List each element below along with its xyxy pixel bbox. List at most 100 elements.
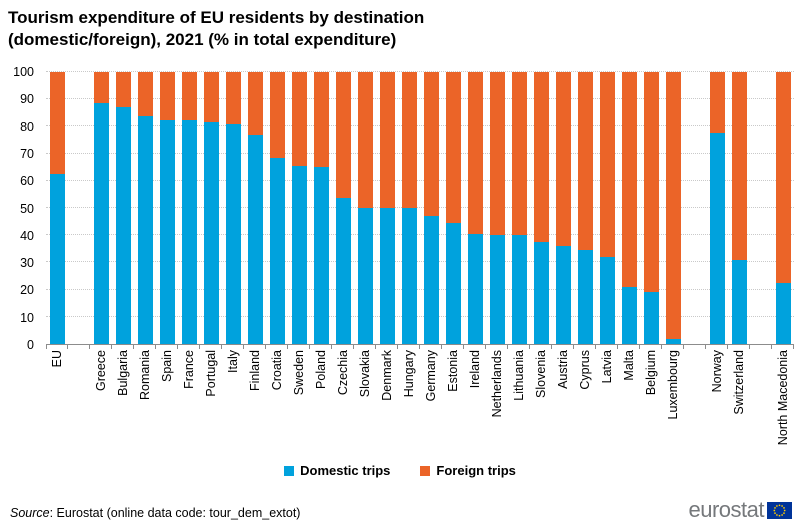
bar-column-latvia: Latvia <box>596 72 618 383</box>
bar-czechia <box>335 72 351 344</box>
y-axis-tick-label: 40 <box>20 228 34 243</box>
x-axis-label-italy: Italy <box>226 350 240 373</box>
bar-column-slovakia: Slovakia <box>354 72 376 397</box>
x-axis-label-germany: Germany <box>424 350 438 402</box>
bar-segment-slovenia-domestic-trips <box>533 242 549 344</box>
bar-segment-estonia-foreign-trips <box>445 72 461 223</box>
bar-column-norway: Norway <box>706 72 728 392</box>
group-gap <box>68 72 90 349</box>
group-gap <box>750 72 772 349</box>
bar-segment-slovenia-foreign-trips <box>533 72 549 242</box>
x-axis-label-austria: Austria <box>556 350 570 389</box>
bar-segment-malta-foreign-trips <box>621 72 637 287</box>
bar-segment-romania-domestic-trips <box>137 115 153 344</box>
bar-segment-netherlands-domestic-trips <box>489 235 505 344</box>
bar-column-sweden: Sweden <box>288 72 310 395</box>
bar-bulgaria <box>115 72 131 344</box>
bar-segment-ireland-foreign-trips <box>467 72 483 234</box>
bar-norway <box>709 72 725 344</box>
gridline-70 <box>46 152 794 154</box>
legend-label: Domestic trips <box>300 463 391 478</box>
bar-column-romania: Romania <box>134 72 156 400</box>
bar-segment-malta-domestic-trips <box>621 286 637 344</box>
bar-belgium <box>643 72 659 344</box>
bar-column-slovenia: Slovenia <box>530 72 552 398</box>
bar-column-switzerland: Switzerland <box>728 72 750 415</box>
bar-column-croatia: Croatia <box>266 72 288 390</box>
bar-column-north-macedonia: North Macedonia <box>772 72 794 445</box>
bar-eu <box>49 72 65 344</box>
x-axis-label-slovakia: Slovakia <box>358 350 372 398</box>
gridline-50 <box>46 207 794 208</box>
bar-segment-latvia-foreign-trips <box>599 72 615 257</box>
bar-segment-germany-domestic-trips <box>423 216 439 344</box>
bar-segment-czechia-domestic-trips <box>335 198 351 344</box>
x-axis-label-belgium: Belgium <box>644 350 658 396</box>
y-axis-tick-label: 90 <box>20 92 34 107</box>
bar-segment-croatia-foreign-trips <box>269 72 285 158</box>
legend-item-foreign-trips: Foreign trips <box>420 463 516 478</box>
bar-column-luxembourg: Luxembourg <box>662 72 684 420</box>
bar-portugal <box>203 72 219 344</box>
bar-segment-romania-foreign-trips <box>137 72 153 116</box>
x-axis-label-croatia: Croatia <box>270 350 284 391</box>
bar-sweden <box>291 72 307 344</box>
x-axis-label-north-macedonia: North Macedonia <box>776 350 790 446</box>
legend-swatch-icon <box>284 465 295 476</box>
bar-column-finland: Finland <box>244 72 266 391</box>
bar-segment-eu-foreign-trips <box>49 72 65 174</box>
bar-column-estonia: Estonia <box>442 72 464 392</box>
x-axis-label-denmark: Denmark <box>380 350 394 401</box>
bar-segment-france-domestic-trips <box>181 119 197 344</box>
eu-flag-icon <box>767 501 792 519</box>
x-axis-label-norway: Norway <box>710 350 724 393</box>
bar-segment-germany-foreign-trips <box>423 72 439 217</box>
source-note: Source: Eurostat (online data code: tour… <box>10 506 300 520</box>
source-text: : Eurostat (online data code: tour_dem_e… <box>49 506 301 520</box>
source-label: Source <box>10 506 50 520</box>
bar-column-eu: EU <box>46 72 68 367</box>
bar-column-portugal: Portugal <box>200 72 222 397</box>
bar-segment-slovakia-domestic-trips <box>357 208 373 344</box>
bar-spain <box>159 72 175 344</box>
bar-segment-switzerland-foreign-trips <box>731 72 747 260</box>
group-gap <box>684 72 706 349</box>
bar-segment-netherlands-foreign-trips <box>489 72 505 236</box>
bar-column-germany: Germany <box>420 72 442 401</box>
y-axis-tick-label: 10 <box>20 310 34 325</box>
bar-segment-estonia-domestic-trips <box>445 222 461 344</box>
x-axis-label-czechia: Czechia <box>336 350 350 396</box>
bar-malta <box>621 72 637 344</box>
gridline-10 <box>46 315 794 317</box>
bar-luxembourg <box>665 72 681 344</box>
x-axis-label-finland: Finland <box>248 350 262 391</box>
gridline-40 <box>46 234 794 236</box>
bar-column-cyprus: Cyprus <box>574 72 596 390</box>
gridline-30 <box>46 261 794 263</box>
bar-segment-denmark-foreign-trips <box>379 72 395 208</box>
y-axis: 0 10 20 30 40 50 60 70 80 90 100 <box>0 65 38 352</box>
x-axis-label-hungary: Hungary <box>402 350 416 398</box>
y-axis-tick-label: 70 <box>20 146 34 161</box>
x-axis-label-portugal: Portugal <box>204 350 218 397</box>
bar-segment-austria-domestic-trips <box>555 246 571 344</box>
bar-segment-greece-domestic-trips <box>93 103 109 344</box>
y-axis-tick-label: 80 <box>20 119 34 134</box>
bar-segment-italy-domestic-trips <box>225 123 241 344</box>
gridline-80 <box>46 125 794 127</box>
y-axis-tick-label: 0 <box>27 338 34 352</box>
bar-column-austria: Austria <box>552 72 574 389</box>
bar-column-netherlands: Netherlands <box>486 72 508 417</box>
x-axis-label-spain: Spain <box>160 350 174 382</box>
bar-ireland <box>467 72 483 344</box>
bar-segment-poland-domestic-trips <box>313 167 329 344</box>
gridline-60 <box>46 179 794 181</box>
bar-austria <box>555 72 571 344</box>
bar-cyprus <box>577 72 593 344</box>
bar-croatia <box>269 72 285 344</box>
bar-column-spain: Spain <box>156 72 178 382</box>
x-axis-label-bulgaria: Bulgaria <box>116 350 130 396</box>
bars-container: EU Greece Bulgaria Romania Spain France Portug… <box>46 72 794 445</box>
x-axis-label-netherlands: Netherlands <box>490 350 504 418</box>
